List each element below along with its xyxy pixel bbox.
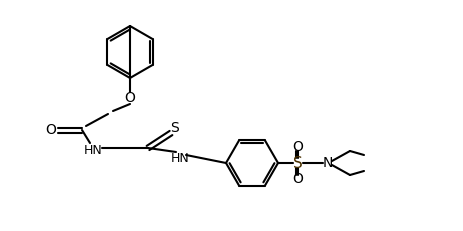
Text: S: S	[170, 121, 179, 135]
Text: HN: HN	[170, 152, 189, 164]
Text: O: O	[45, 123, 56, 137]
Text: O: O	[292, 172, 303, 186]
Text: HN: HN	[83, 143, 102, 156]
Text: O: O	[292, 140, 303, 154]
Text: O: O	[124, 91, 135, 105]
Text: S: S	[293, 155, 302, 170]
Text: N: N	[322, 156, 332, 170]
